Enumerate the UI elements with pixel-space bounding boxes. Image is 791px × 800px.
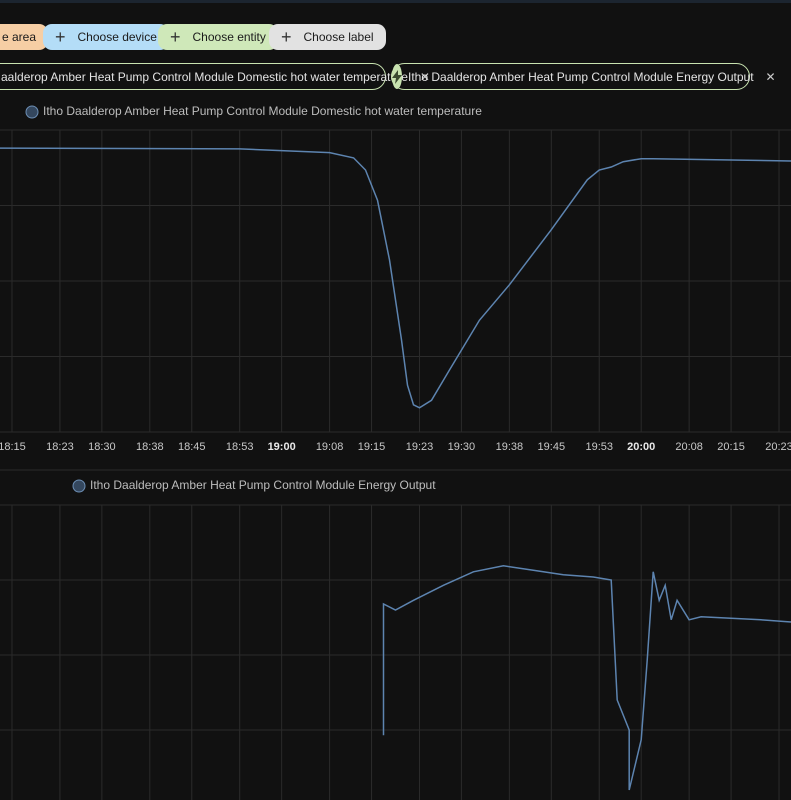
plus-icon: + (281, 26, 292, 47)
remove-icon[interactable]: ✕ (765, 69, 776, 84)
x-tick-label: 19:15 (358, 441, 386, 453)
x-tick-label: 19:23 (406, 441, 434, 453)
x-tick-label: 18:53 (226, 441, 254, 453)
filter-chip[interactable]: + Choose entity (158, 24, 278, 50)
legend-label: Itho Daalderop Amber Heat Pump Control M… (43, 104, 482, 118)
x-tick-label: 18:45 (178, 441, 206, 453)
entity-chip[interactable]: Itho Daalderop Amber Heat Pump Control M… (391, 63, 776, 90)
x-tick-label: 18:23 (46, 441, 74, 453)
series-line (0, 147, 791, 409)
x-tick-label: 18:30 (88, 441, 116, 453)
entity-chip[interactable]: aalderop Amber Heat Pump Control Module … (0, 63, 430, 90)
x-tick-label: 20:00 (627, 441, 655, 453)
x-tick-label: 19:08 (316, 441, 344, 453)
x-tick-label: 19:30 (448, 441, 476, 453)
legend-marker (72, 479, 86, 493)
plus-icon: + (55, 26, 66, 47)
x-tick-label: 20:08 (675, 441, 703, 453)
entity-label: aalderop Amber Heat Pump Control Module … (1, 69, 408, 84)
series-line (382, 565, 791, 791)
filter-chip[interactable]: e area (0, 24, 49, 50)
x-tick-label: 20:23 (765, 441, 791, 453)
x-tick-label: 18:38 (136, 441, 164, 453)
entity-icon (392, 64, 402, 89)
top-bar (0, 0, 791, 3)
bolt (392, 69, 402, 84)
filter-chip[interactable]: + Choose label (269, 24, 386, 50)
x-tick-label: 19:53 (585, 441, 613, 453)
x-tick-label: 19:45 (538, 441, 566, 453)
x-tick-label: 19:00 (268, 441, 296, 453)
x-tick-label: 20:15 (717, 441, 745, 453)
entity-label: Itho Daalderop Amber Heat Pump Control M… (408, 69, 754, 84)
legend-label: Itho Daalderop Amber Heat Pump Control M… (90, 478, 436, 492)
filter-label: e area (2, 30, 37, 44)
filter-chip[interactable]: + Choose device (43, 24, 169, 50)
x-tick-label: 18:15 (0, 441, 26, 453)
filter-label: Choose device (77, 30, 157, 44)
legend-marker (25, 105, 39, 119)
remove-icon[interactable]: ✕ (419, 69, 430, 84)
x-tick-label: 19:38 (496, 441, 524, 453)
filter-label: Choose entity (192, 30, 266, 44)
filter-label: Choose label (303, 30, 374, 44)
plus-icon: + (170, 26, 181, 47)
